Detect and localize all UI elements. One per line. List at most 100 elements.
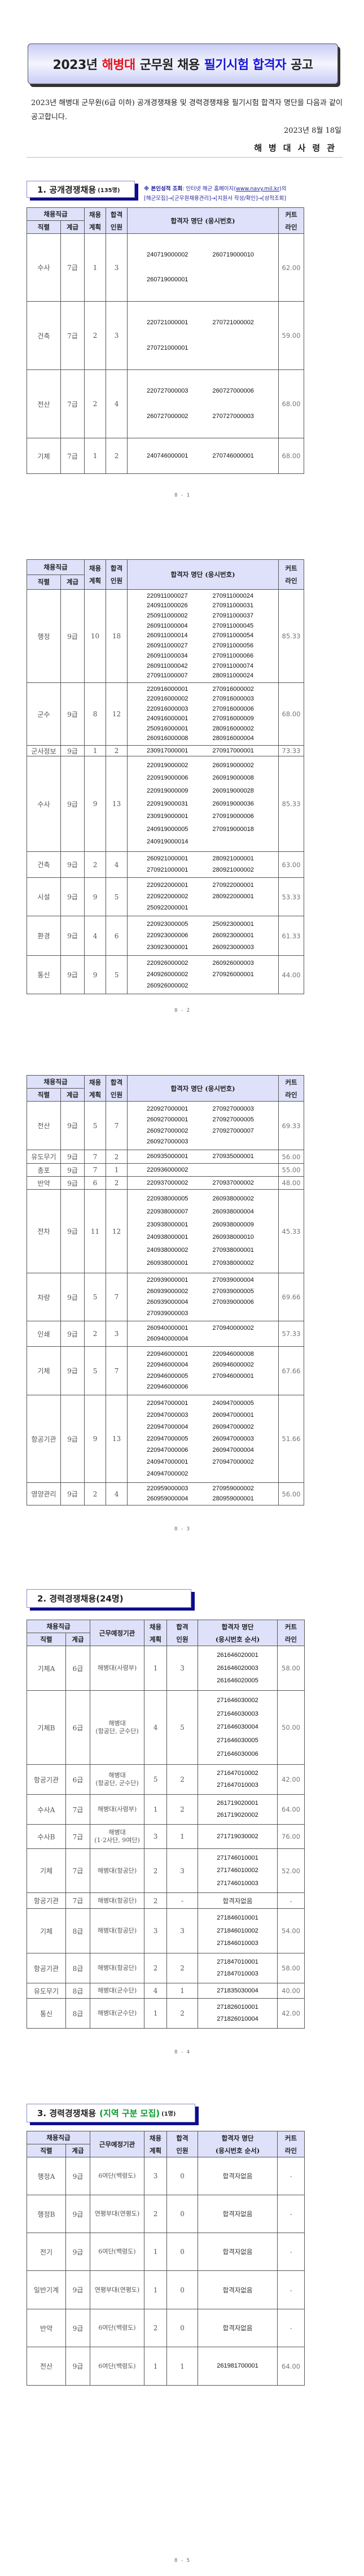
table-row: 반약 9급 6여단(백령도) 2 0 합격자없음 - (27, 2309, 305, 2347)
cutoff-cell: 56.00 (278, 1482, 305, 1505)
cutoff-cell: 69.66 (278, 1273, 305, 1321)
table-row: 전산 9급 5 7 220927000001 270927000003 2609270000… (27, 1101, 305, 1150)
exam-number: 271846010002 (217, 1927, 258, 1934)
exam-number: 260947000001 (212, 1411, 254, 1418)
passer-line: 220922000001 270922000001 (128, 882, 278, 889)
exam-number: 220946000005 (147, 1372, 188, 1380)
score-lookup-note: ※ 본인성적 조회: 인터넷 해군 홈페이지(www.navy.mil.kr)의… (144, 184, 358, 203)
plan-cell: 2 (84, 851, 107, 878)
passed-cell: 2 (106, 745, 128, 756)
grade-cell: 7급 (65, 1824, 91, 1849)
cutoff-cell: 58.00 (277, 1646, 305, 1691)
plan-cell: 2 (84, 1321, 107, 1347)
exam-number: 280916000004 (212, 735, 254, 742)
notice-date: 2023년 8월 18일 (283, 127, 341, 135)
exam-number: 270927000007 (212, 1127, 254, 1134)
passed-cell: 2 (166, 1953, 199, 1983)
exam-number: 271846010003 (217, 1940, 258, 1947)
navy-link[interactable]: www.navy.mil.kr (235, 186, 280, 192)
exam-number: 220947000004 (147, 1423, 188, 1430)
section-3-title: 3. 경력경쟁채용 (37, 2108, 97, 2118)
grade-cell: 9급 (60, 877, 85, 916)
exam-number: 271826010001 (217, 2003, 258, 2011)
passer-line: 270721000001 (128, 345, 278, 352)
job-cell: 통신 (27, 1998, 66, 2029)
exam-number: 260919000036 (212, 800, 254, 807)
table-row: 통신 8급 해병대(군수단) 1 2 271826010001 271826010004 42… (27, 1998, 305, 2029)
cutoff-cell: - (277, 2157, 305, 2195)
header-job: 직렬 (27, 220, 61, 234)
exam-number: 270938000002 (212, 1260, 254, 1267)
passer-line: 260927000002 270927000007 (128, 1128, 278, 1135)
passed-cell: 7 (106, 1346, 128, 1395)
exam-number: 270927000003 (212, 1105, 254, 1112)
passer-list-cell: 220916000001 270916000002 220916000002 2709… (127, 682, 279, 746)
exam-number: 260911000042 (147, 662, 188, 669)
job-cell: 전산 (27, 1101, 61, 1150)
plan-cell: 1 (144, 1646, 168, 1691)
passer-list-cell: 220926000002 260926000003 240926000002 2709… (127, 955, 279, 994)
grade-cell: 9급 (60, 955, 85, 994)
passer-line: 260927000003 (128, 1138, 278, 1146)
exam-number: 240947000005 (212, 1399, 254, 1407)
section-3-subtitle: (지역 구분 모집) (99, 2108, 160, 2118)
header-recruit-grade: 채용직급 (26, 1075, 85, 1089)
passed-cell: 5 (106, 877, 128, 916)
exam-number: 271746010002 (217, 1867, 258, 1874)
exam-number: 220916000003 (147, 705, 188, 712)
table-row: 항공기관 9급 9 13 220947000001 240947000005 2209470… (27, 1395, 305, 1483)
cutoff-cell: - (277, 1892, 305, 1909)
exam-number: 250911000002 (147, 612, 188, 620)
passer-line: 220916000001 270916000002 (128, 686, 278, 693)
no-passer-text: 합격자없음 (222, 2324, 253, 2332)
exam-number: 270959000002 (212, 1485, 254, 1492)
grade-cell: 8급 (65, 1983, 91, 1999)
passer-list: 220911000027 270911000024 240911000026 2709… (128, 590, 278, 682)
passer-line: 271646030004 (199, 1724, 277, 1731)
table-row: 기체 7급 1 2 240746000001 270746000001 68.00 (27, 438, 305, 474)
exam-number: 230938000001 (147, 1221, 188, 1228)
section-1-count: (135명) (98, 187, 120, 194)
job-cell: 건축 (27, 851, 61, 878)
job-cell: 전산 (27, 369, 61, 438)
exam-number: 220936000002 (147, 1166, 188, 1173)
plan-cell: 1 (144, 2347, 168, 2386)
passer-list: 260940000001 270940000002 260940000004 (128, 1322, 278, 1346)
passer-list-cell: 220937000002 270937000002 (127, 1176, 279, 1190)
exam-number: 261646020005 (217, 1677, 258, 1685)
plan-cell: 5 (84, 1101, 107, 1150)
plan-cell: 1 (144, 2233, 168, 2271)
title-recruit: 군무원 채용 (139, 58, 200, 72)
header-job: 직렬 (27, 1088, 61, 1102)
exam-number: 260719000001 (147, 276, 188, 283)
plan-cell: 2 (84, 301, 107, 370)
passer-list: 220922000001 270922000001 220922000002 2809… (128, 878, 278, 916)
passer-list-cell: 271835030004 (198, 1983, 278, 1999)
exam-number: 220947000003 (147, 1411, 188, 1418)
exam-number: 220916000001 (147, 685, 188, 693)
passer-line: 220946000005 270946000001 (128, 1373, 278, 1380)
org-cell: 6여단(백령도) (90, 2309, 145, 2347)
grade-cell: 6급 (65, 1690, 91, 1765)
job-cell: 기체B (27, 1690, 66, 1765)
passer-line: 250911000002 270911000037 (128, 612, 278, 620)
exam-number: 220946000006 (147, 1383, 188, 1391)
passer-list-cell: 260940000001 270940000002 260940000004 (127, 1321, 279, 1347)
page-title: 2023년 해병대 군무원 채용 필기시험 합격자 공고 (28, 43, 338, 84)
passer-line: 220947000004 260947000002 (128, 1424, 278, 1431)
exam-number: 270916000009 (212, 715, 254, 723)
cutoff-cell: 68.00 (278, 369, 305, 438)
exam-number: 270919000018 (212, 825, 254, 833)
header-grade: 계급 (60, 220, 85, 234)
cutoff-cell: 69.33 (278, 1101, 305, 1150)
exam-number: 260919000002 (212, 762, 254, 769)
passer-list-cell: 240746000001 270746000001 (127, 438, 279, 474)
exam-number: 240919000005 (147, 825, 188, 833)
exam-number: 270917000001 (212, 747, 254, 754)
cutoff-cell: 48.00 (278, 1176, 305, 1190)
exam-number: 271646030003 (217, 1710, 258, 1717)
exam-number: 270911000024 (212, 592, 254, 599)
cutoff-cell: 61.33 (278, 916, 305, 956)
plan-cell: 4 (84, 916, 107, 956)
table-row: 건축 7급 2 3 220721000001 270721000002 2707210000… (27, 301, 305, 370)
